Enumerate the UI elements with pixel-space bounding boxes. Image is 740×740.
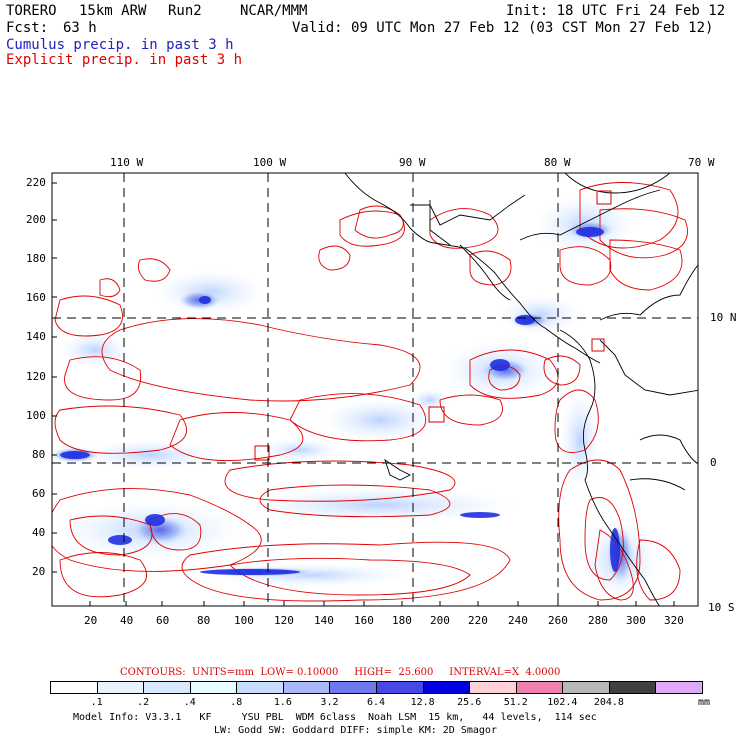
explicit-contours (52, 182, 688, 602)
colorbar-cell (189, 681, 238, 694)
header-valid: Valid: 09 UTC Mon 27 Feb 12 (03 CST Mon … (292, 20, 714, 36)
colorbar-label: .1 (90, 697, 103, 708)
x-label: 200 (430, 614, 450, 627)
y-label: 140 (26, 330, 46, 343)
legend-explicit: Explicit precip. in past 3 h (6, 52, 243, 68)
station-boxes (254, 190, 612, 461)
lon-label: 90 W (399, 156, 426, 169)
latlon-grid (52, 173, 698, 606)
convective-cores (60, 227, 620, 575)
lon-label: 80 W (544, 156, 571, 169)
lat-label: 10 S (708, 601, 735, 614)
y-label: 20 (32, 565, 46, 578)
x-label: 20 (84, 614, 98, 627)
y-label: 80 (32, 448, 46, 461)
x-label: 320 (664, 614, 684, 627)
colorbar-cell (376, 681, 424, 694)
lat-label: 0 (710, 456, 717, 469)
x-label: 80 (197, 614, 211, 627)
map-frame (51, 172, 699, 607)
colorbar-label: 25.6 (457, 697, 482, 708)
y-label: 120 (26, 370, 46, 383)
lon-label: 110 W (110, 156, 144, 169)
x-label: 180 (392, 614, 412, 627)
colorbar-label: .4 (183, 697, 196, 708)
x-label: 100 (234, 614, 254, 627)
legend-cumulus: Cumulus precip. in past 3 h (6, 37, 234, 53)
colorbar-label: 204.8 (593, 697, 624, 708)
colorbar-label: 3.2 (320, 697, 339, 708)
colorbar-label: 12.8 (410, 697, 435, 708)
model-info-line2: LW: Godd SW: Goddard DIFF: simple KM: 2D… (214, 725, 497, 736)
x-label: 280 (588, 614, 608, 627)
colorbar-cell (236, 681, 284, 694)
colorbar-cell (515, 681, 564, 694)
x-label: 140 (314, 614, 334, 627)
x-label: 220 (468, 614, 488, 627)
x-label: 260 (548, 614, 568, 627)
colorbar-cell (562, 681, 610, 694)
colorbar-cell (655, 681, 703, 694)
header-fcst-label: Fcst: (6, 20, 49, 36)
y-label: 200 (26, 213, 46, 226)
header-model: TORERO (6, 3, 57, 19)
colorbar-label: .8 (230, 697, 243, 708)
x-label: 240 (508, 614, 528, 627)
colorbar-cell (422, 681, 471, 694)
header-init: Init: 18 UTC Fri 24 Feb 12 (506, 3, 726, 19)
y-label: 60 (32, 487, 46, 500)
coastlines (344, 173, 698, 606)
x-label: 120 (274, 614, 294, 627)
map-field (52, 173, 698, 606)
colorbar-cell (96, 681, 145, 694)
y-label: 100 (26, 409, 46, 422)
y-label: 160 (26, 291, 46, 304)
header-resolution: 15km ARW (79, 3, 147, 19)
colorbar-label: 102.4 (547, 697, 578, 708)
colorbar-unit: mm (698, 697, 711, 708)
lat-label: 10 N (710, 311, 737, 324)
colorbar-label: .2 (137, 697, 150, 708)
colorbar-cell (282, 681, 331, 694)
colorbar-cell (50, 681, 98, 694)
x-label: 300 (626, 614, 646, 627)
colorbar-cell (608, 681, 657, 694)
colorbar-cell (143, 681, 191, 694)
colorbar-cell (329, 681, 377, 694)
header-run: Run2 (168, 3, 202, 19)
header-org: NCAR/MMM (240, 3, 308, 19)
y-label: 180 (26, 252, 46, 265)
x-label: 160 (354, 614, 374, 627)
x-label: 60 (156, 614, 170, 627)
contours-info: CONTOURS: UNITS=mm LOW= 0.10000 HIGH= 25… (120, 667, 561, 678)
colorbar-cell (469, 681, 517, 694)
precip-shading (52, 195, 660, 600)
y-label: 220 (26, 176, 46, 189)
header-fcst-hours: 63 h (63, 20, 97, 36)
colorbar-label: 51.2 (503, 697, 528, 708)
x-label: 40 (120, 614, 134, 627)
colorbar-label: 1.6 (273, 697, 292, 708)
axis-ticks (52, 182, 675, 606)
lon-label: 100 W (253, 156, 287, 169)
model-info-line1: Model Info: V3.3.1 KF YSU PBL WDM 6class… (73, 712, 597, 723)
lon-label: 70 W (688, 156, 715, 169)
y-label: 40 (32, 526, 46, 539)
colorbar-label: 6.4 (367, 697, 386, 708)
